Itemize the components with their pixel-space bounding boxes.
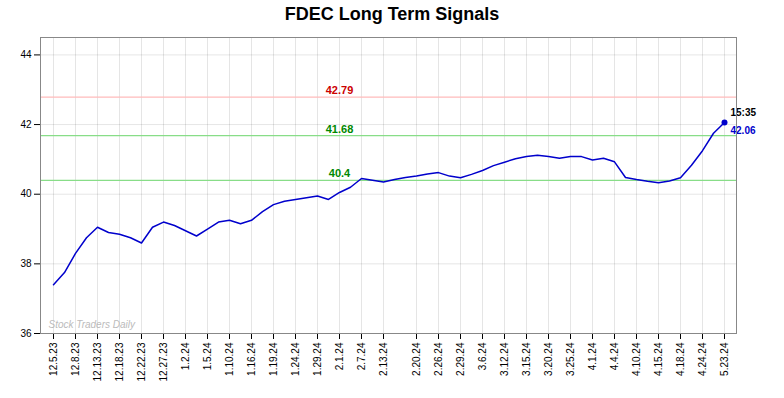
svg-text:1.5.24: 1.5.24 bbox=[202, 342, 213, 370]
svg-text:4.1.24: 4.1.24 bbox=[587, 342, 598, 370]
svg-text:2.26.24: 2.26.24 bbox=[433, 342, 444, 376]
svg-text:1.2.24: 1.2.24 bbox=[180, 342, 191, 370]
svg-text:4.15.24: 4.15.24 bbox=[653, 342, 664, 376]
svg-text:4.18.24: 4.18.24 bbox=[675, 342, 686, 376]
svg-text:3.15.24: 3.15.24 bbox=[521, 342, 532, 376]
svg-text:4.10.24: 4.10.24 bbox=[631, 342, 642, 376]
svg-text:40.4: 40.4 bbox=[329, 167, 351, 179]
svg-text:Stock Traders Daily: Stock Traders Daily bbox=[49, 319, 137, 330]
svg-text:38: 38 bbox=[20, 258, 32, 269]
svg-text:2.7.24: 2.7.24 bbox=[356, 342, 367, 370]
svg-text:1.24.24: 1.24.24 bbox=[290, 342, 301, 376]
svg-text:12.18.23: 12.18.23 bbox=[114, 342, 125, 381]
svg-text:15:35: 15:35 bbox=[731, 107, 757, 118]
svg-text:3.6.24: 3.6.24 bbox=[477, 342, 488, 370]
svg-text:42: 42 bbox=[20, 119, 32, 130]
svg-text:2.29.24: 2.29.24 bbox=[455, 342, 466, 376]
svg-text:12.5.23: 12.5.23 bbox=[48, 342, 59, 376]
svg-text:4.4.24: 4.4.24 bbox=[609, 342, 620, 370]
svg-text:1.29.24: 1.29.24 bbox=[312, 342, 323, 376]
svg-text:5.23.24: 5.23.24 bbox=[719, 342, 730, 376]
svg-text:4.24.24: 4.24.24 bbox=[697, 342, 708, 376]
svg-text:2.13.24: 2.13.24 bbox=[378, 342, 389, 376]
svg-text:12.22.23: 12.22.23 bbox=[136, 342, 147, 381]
svg-text:42.06: 42.06 bbox=[731, 125, 756, 136]
svg-text:1.16.24: 1.16.24 bbox=[246, 342, 257, 376]
svg-text:3.25.24: 3.25.24 bbox=[565, 342, 576, 376]
svg-text:44: 44 bbox=[20, 49, 32, 60]
svg-text:1.10.24: 1.10.24 bbox=[224, 342, 235, 376]
svg-text:12.27.23: 12.27.23 bbox=[158, 342, 169, 381]
svg-text:12.8.23: 12.8.23 bbox=[70, 342, 81, 376]
svg-text:1.19.24: 1.19.24 bbox=[268, 342, 279, 376]
svg-text:40: 40 bbox=[20, 188, 32, 199]
svg-text:41.68: 41.68 bbox=[326, 123, 354, 135]
svg-text:2.1.24: 2.1.24 bbox=[334, 342, 345, 370]
svg-text:2.20.24: 2.20.24 bbox=[411, 342, 422, 376]
svg-text:3.12.24: 3.12.24 bbox=[499, 342, 510, 376]
svg-text:42.79: 42.79 bbox=[326, 84, 354, 96]
html-text:FDEC Long Term Signals: FDEC Long Term Signals bbox=[284, 4, 500, 24]
svg-text:12.13.23: 12.13.23 bbox=[92, 342, 103, 381]
svg-text:3.20.24: 3.20.24 bbox=[543, 342, 554, 376]
svg-text:36: 36 bbox=[20, 328, 32, 339]
